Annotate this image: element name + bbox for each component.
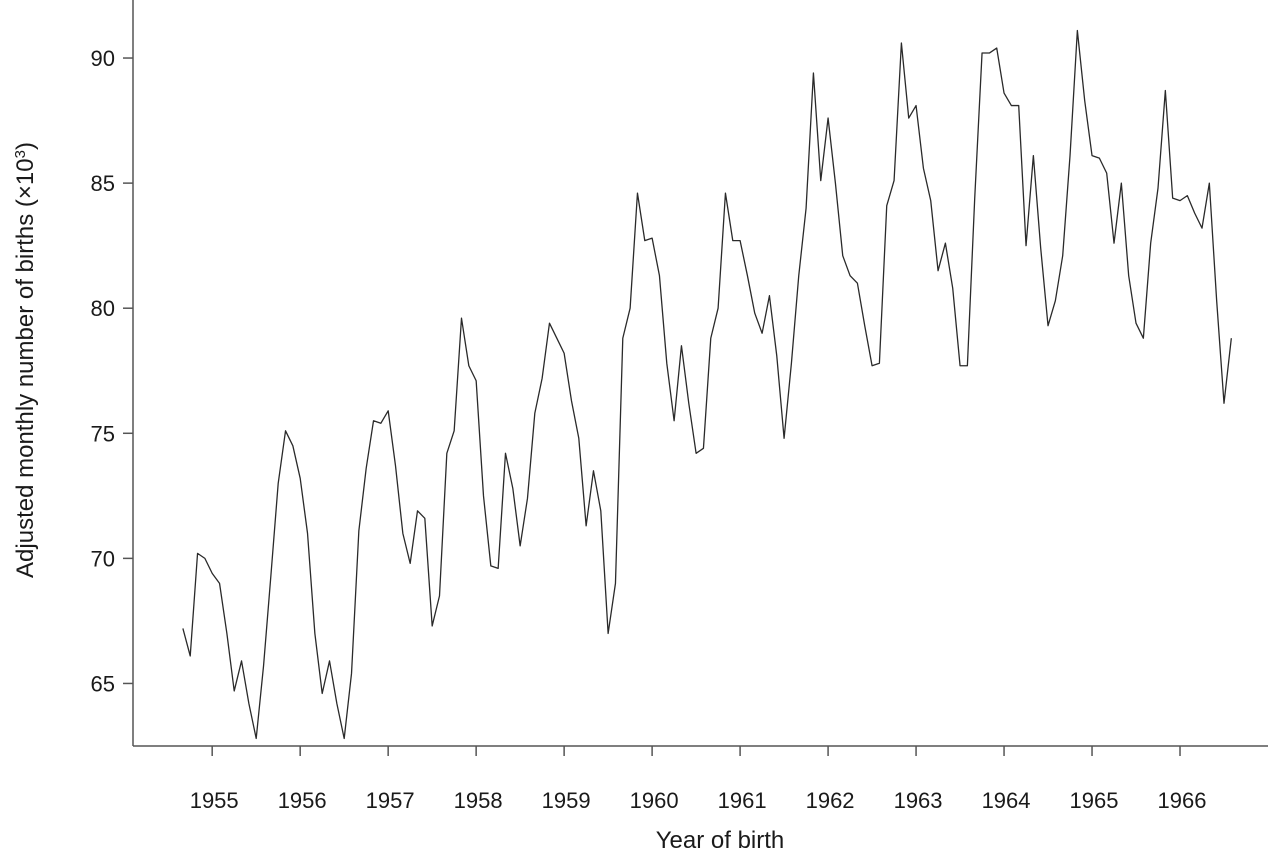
y-axis-title-close: ): [12, 142, 39, 150]
y-axis-title: Adjusted monthly number of births (×103): [12, 142, 40, 578]
x-tick-label: 1957: [366, 788, 415, 813]
x-axis-title: Year of birth: [656, 827, 785, 854]
y-axis-title-base: Adjusted monthly number of births (×10: [12, 158, 39, 578]
y-tick-label: 80: [91, 296, 115, 321]
x-tick-label: 1963: [894, 788, 943, 813]
x-tick-label: 1958: [454, 788, 503, 813]
x-tick-label: 1959: [542, 788, 591, 813]
y-axis: 65 70 75 80 85 90: [91, 0, 134, 746]
x-tick-label: 1962: [806, 788, 855, 813]
x-axis: 1955 1956 1957 1958 1959 1960 1961 1962 1963 1964…: [133, 745, 1268, 813]
series-layer: [182, 29, 1232, 740]
x-tick-label: 1960: [630, 788, 679, 813]
y-axis-title-exponent: 3: [12, 150, 29, 158]
x-tick-label: 1955: [190, 788, 239, 813]
x-tick-label: 1965: [1070, 788, 1119, 813]
x-tick-label: 1961: [718, 788, 767, 813]
series-line: [182, 29, 1232, 740]
x-tick-label: 1956: [278, 788, 327, 813]
x-tick-label: 1964: [982, 788, 1031, 813]
y-tick-label: 75: [91, 421, 115, 446]
y-tick-label: 65: [91, 671, 115, 696]
y-tick-label: 70: [91, 546, 115, 571]
y-tick-label: 90: [91, 46, 115, 71]
y-tick-label: 85: [91, 171, 115, 196]
x-tick-label: 1966: [1158, 788, 1207, 813]
